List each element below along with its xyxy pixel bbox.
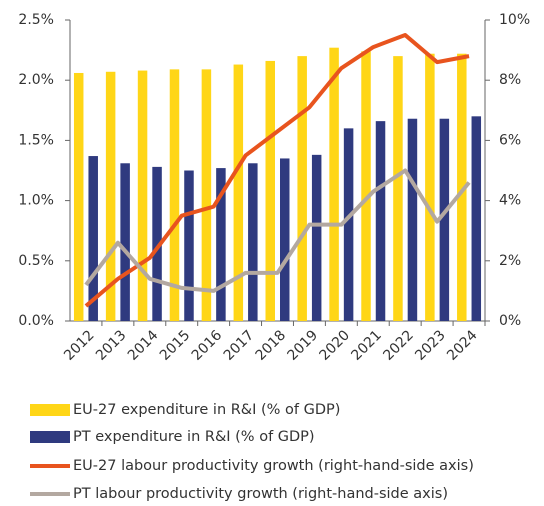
bar	[457, 53, 467, 321]
x-tick-label: 2016	[189, 327, 226, 364]
bar	[201, 69, 212, 321]
x-tick-label: 2021	[348, 327, 385, 364]
x-tick-label: 2012	[61, 327, 98, 364]
y-tick-label: 0.0%	[18, 313, 54, 329]
x-tick-label: 2022	[380, 327, 417, 364]
x-tick-label: 2014	[125, 327, 162, 364]
bar	[439, 118, 450, 321]
y-tick-label: 1.0%	[18, 193, 54, 209]
bar	[137, 70, 148, 322]
line-series	[84, 168, 471, 293]
bar	[393, 56, 403, 322]
bar	[375, 121, 386, 321]
y2-tick-label: 4%	[499, 193, 521, 209]
x-tick-label: 2017	[221, 327, 258, 364]
x-tick-label: 2013	[93, 327, 130, 364]
line-series	[84, 33, 470, 308]
bar	[105, 71, 116, 321]
bar	[152, 166, 162, 321]
bar	[425, 53, 435, 321]
y2-tick-label: 10%	[499, 12, 530, 28]
bar	[216, 168, 226, 321]
x-tick-label: 2023	[412, 327, 449, 364]
x-tick-label: 2024	[444, 327, 481, 364]
bar	[88, 156, 98, 321]
bar	[248, 163, 258, 321]
y-tick-label: 1.5%	[18, 132, 54, 148]
y-tick-label: 2.5%	[18, 12, 54, 28]
x-tick-label: 2019	[285, 327, 322, 364]
bar	[169, 69, 180, 321]
legend-label: PT labour productivity growth (right-han…	[73, 486, 448, 502]
y2-tick-label: 0%	[499, 313, 521, 329]
legend-label: EU-27 expenditure in R&I (% of GDP)	[73, 402, 340, 418]
x-tick-label: 2018	[253, 327, 290, 364]
legend-swatch	[30, 404, 70, 416]
bar	[407, 118, 418, 321]
bar	[280, 158, 290, 321]
bar	[343, 128, 354, 321]
x-tick-label: 2020	[316, 327, 353, 364]
legend-label: PT expenditure in R&I (% of GDP)	[73, 429, 315, 445]
bar	[73, 72, 84, 321]
y2-tick-label: 6%	[499, 132, 521, 148]
bar	[265, 60, 275, 321]
bar	[361, 51, 371, 321]
legend-swatch	[30, 431, 70, 443]
bar	[311, 154, 322, 321]
legend-label: EU-27 labour productivity growth (right-…	[73, 458, 474, 474]
y-tick-label: 2.0%	[18, 72, 54, 88]
bar	[184, 170, 194, 321]
y-tick-label: 0.5%	[18, 253, 54, 269]
y2-tick-label: 2%	[499, 253, 521, 269]
x-tick-label: 2015	[157, 327, 194, 364]
y2-tick-label: 8%	[499, 72, 521, 88]
bar	[233, 64, 244, 321]
bar	[297, 56, 307, 322]
bar	[471, 116, 482, 321]
bar	[120, 163, 130, 321]
bar	[329, 47, 339, 321]
